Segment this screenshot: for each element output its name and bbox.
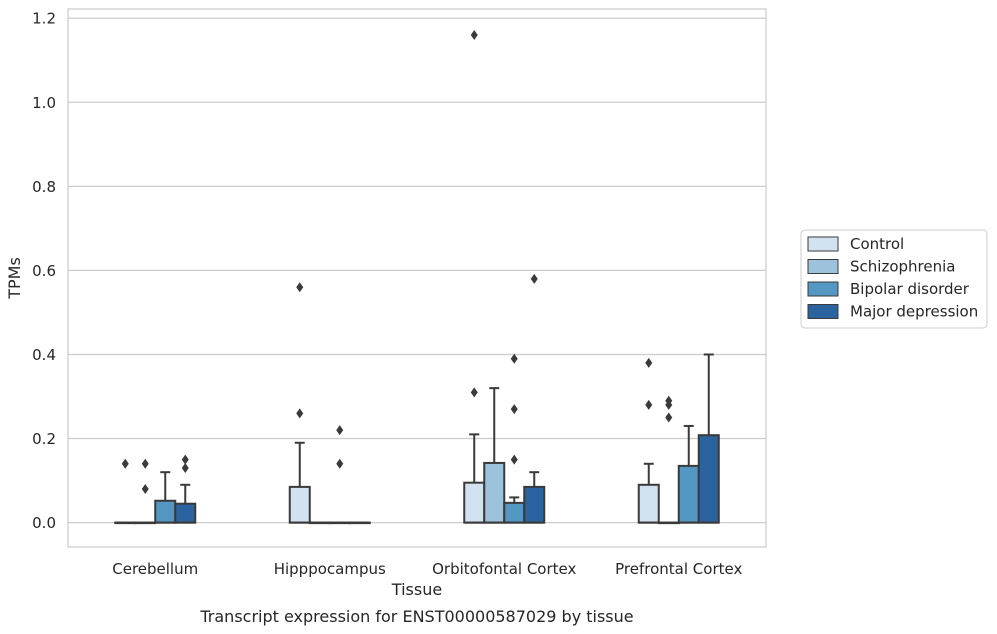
legend-swatch bbox=[807, 304, 839, 319]
outlier-point bbox=[141, 458, 149, 469]
box-body bbox=[154, 499, 177, 524]
box-3-1 bbox=[348, 521, 371, 525]
plot-frame bbox=[67, 8, 767, 548]
box-body bbox=[637, 483, 660, 524]
y-tick-labels: 0.0 0.2 0.4 0.6 0.8 1.0 1.2 bbox=[32, 10, 56, 532]
plot-area bbox=[68, 9, 766, 547]
y-tick-label: 1.2 bbox=[32, 10, 56, 28]
outlier-point bbox=[665, 395, 673, 406]
outlier-point bbox=[470, 30, 478, 41]
legend-swatch bbox=[807, 281, 839, 297]
box-3-0 bbox=[174, 454, 197, 524]
outlier-point bbox=[645, 399, 653, 410]
outlier-point bbox=[141, 483, 149, 494]
y-tick-label: 0.0 bbox=[32, 514, 56, 532]
y-tick-label: 0.4 bbox=[32, 346, 56, 364]
outlier-point bbox=[510, 404, 518, 415]
legend: Control Schizophrenia Bipolar disorder Majo… bbox=[800, 229, 988, 329]
x-tick-label: Prefrontal Cortex bbox=[615, 560, 742, 578]
legend-label: Control bbox=[850, 235, 904, 253]
box-1-2 bbox=[483, 387, 506, 524]
legend-label: Schizophrenia bbox=[850, 258, 955, 276]
outlier-point bbox=[645, 357, 653, 368]
chart-caption: Transcript expression for ENST0000058702… bbox=[199, 607, 633, 626]
box-body bbox=[697, 434, 720, 524]
box-body bbox=[677, 464, 700, 524]
outlier-point bbox=[181, 462, 189, 473]
x-tick-label: Orbitofontal Cortex bbox=[432, 560, 576, 578]
box-body bbox=[483, 461, 506, 524]
outlier-point bbox=[121, 458, 129, 469]
box-0-2 bbox=[463, 30, 486, 524]
box-3-3 bbox=[697, 353, 720, 524]
outlier-point bbox=[470, 387, 478, 398]
outlier-point bbox=[510, 353, 518, 364]
legend-frame bbox=[800, 229, 988, 329]
box-1-3 bbox=[657, 395, 680, 525]
legend-label: Major depression bbox=[850, 303, 978, 321]
legend-swatch bbox=[807, 259, 839, 274]
box-1-0 bbox=[134, 458, 157, 525]
outlier-point bbox=[665, 412, 673, 423]
box-0-1 bbox=[288, 282, 311, 524]
box-0-3 bbox=[637, 357, 660, 524]
outlier-point bbox=[336, 458, 344, 469]
box-1-1 bbox=[308, 521, 331, 525]
x-tick-label: Hipppocampus bbox=[274, 560, 386, 578]
box-3-2 bbox=[523, 273, 546, 524]
y-tick-label: 0.2 bbox=[32, 430, 56, 448]
outlier-point bbox=[296, 282, 304, 293]
box-body bbox=[503, 501, 526, 524]
y-tick-label: 0.6 bbox=[32, 262, 56, 280]
box-0-0 bbox=[114, 458, 137, 525]
box-2-2 bbox=[503, 353, 526, 524]
outlier-point bbox=[530, 273, 538, 284]
box-body bbox=[523, 485, 546, 524]
x-tick-label: Cerebellum bbox=[112, 560, 198, 578]
y-tick-label: 0.8 bbox=[32, 178, 56, 196]
y-axis-label: TPMs bbox=[5, 257, 24, 300]
box-body bbox=[174, 502, 197, 524]
x-tick-labels: Cerebellum Hipppocampus Orbitofontal Corte… bbox=[112, 560, 742, 578]
outlier-point bbox=[296, 408, 304, 419]
box-body bbox=[463, 481, 486, 524]
outlier-point bbox=[181, 454, 189, 465]
legend-swatch bbox=[807, 236, 839, 252]
boxes-layer bbox=[114, 30, 720, 525]
y-tick-label: 1.0 bbox=[32, 94, 56, 112]
outlier-point bbox=[336, 425, 344, 436]
x-axis-label: Tissue bbox=[391, 580, 442, 599]
box-body bbox=[288, 485, 311, 524]
legend-label: Bipolar disorder bbox=[850, 280, 970, 298]
outlier-point bbox=[510, 454, 518, 465]
